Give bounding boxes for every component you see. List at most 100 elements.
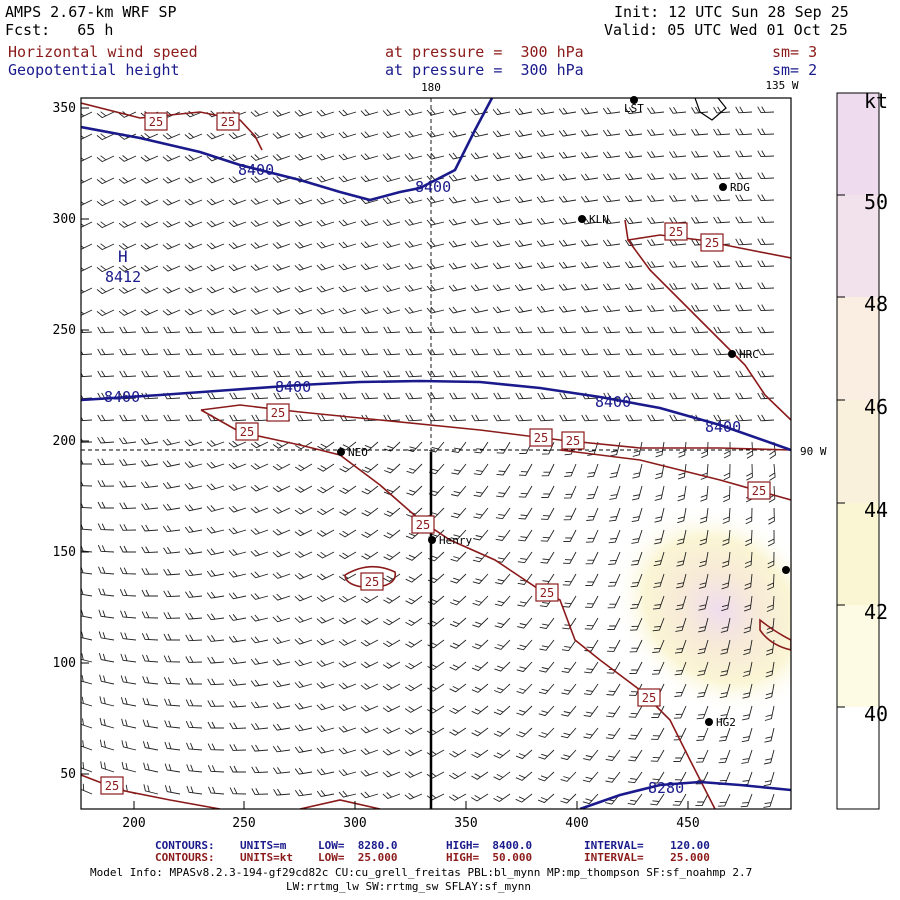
wind-barb <box>228 657 247 665</box>
wind-barb <box>272 485 291 493</box>
wind-barb <box>405 639 423 648</box>
wind-barb <box>162 176 181 184</box>
wind-barb <box>229 392 247 400</box>
wind-barb <box>558 173 577 181</box>
wind-contour-label: 25 <box>149 115 163 129</box>
wind-barb <box>757 282 775 290</box>
wind-barb <box>294 572 313 580</box>
wind-barb <box>118 243 137 250</box>
wind-barb <box>427 414 445 422</box>
wind-barb <box>493 749 511 759</box>
wind-barb <box>250 242 269 249</box>
wind-barb <box>338 285 357 293</box>
wind-barb <box>81 740 93 751</box>
colorbar-swatch <box>837 400 879 503</box>
contours-2-low: LOW= 25.000 <box>318 851 398 864</box>
wind-barb <box>740 793 753 808</box>
wind-barb <box>272 507 291 514</box>
wind-barb <box>98 609 115 619</box>
wind-barb <box>602 283 621 291</box>
wind-barb <box>81 718 93 729</box>
x-tick-label: 250 <box>232 816 255 831</box>
wind-barb <box>206 526 225 534</box>
wind-barb <box>515 326 533 334</box>
x-tick-label: 350 <box>454 816 477 831</box>
wind-barb <box>586 507 599 521</box>
wind-barb <box>120 632 137 641</box>
wind-barb <box>583 683 599 696</box>
wind-barb <box>517 617 533 629</box>
wind-barb <box>448 262 467 270</box>
wind-barb <box>765 639 775 656</box>
wind-barb <box>164 763 181 773</box>
contours-1-label: CONTOURS: <box>155 839 215 852</box>
wind-barb <box>229 414 247 422</box>
x-tick-label: 200 <box>122 816 145 831</box>
wind-barb <box>272 175 291 183</box>
wind-barb <box>769 441 776 459</box>
wind-barb <box>316 507 335 516</box>
wind-barb <box>514 130 533 137</box>
wind-barb <box>251 326 269 334</box>
wind-barb <box>538 683 555 695</box>
wind-barb <box>316 616 335 624</box>
wind-barb <box>735 348 753 356</box>
wind-barb <box>383 370 401 378</box>
wind-barb <box>654 529 665 545</box>
wind-barb <box>360 769 379 777</box>
wind-barb <box>625 173 643 181</box>
wind-barb <box>426 130 445 138</box>
wind-barb <box>316 595 335 602</box>
wind-barb <box>81 287 93 294</box>
wind-barb <box>143 762 159 773</box>
wind-barb <box>757 216 775 224</box>
wind-barb <box>229 744 247 751</box>
wind-barb <box>206 286 225 294</box>
wind-barb <box>228 635 247 643</box>
wind-barb <box>121 718 137 729</box>
wind-barb <box>675 617 687 632</box>
wind-barb <box>361 507 379 517</box>
wind-barb <box>427 326 445 334</box>
wind-barb <box>426 262 445 270</box>
wind-barb <box>713 216 731 224</box>
wind-barb <box>207 678 225 686</box>
wind-barb <box>338 639 357 646</box>
wind-barb <box>536 173 555 181</box>
coastline <box>694 98 727 121</box>
station-dot <box>428 536 436 544</box>
wind-barb <box>229 722 247 730</box>
wind-barb <box>625 348 643 356</box>
wind-barb <box>538 727 555 738</box>
wind-barb <box>586 485 599 500</box>
wind-barb <box>228 198 247 206</box>
wind-barb <box>140 154 159 162</box>
wind-barb <box>405 551 423 561</box>
wind-barb <box>164 785 181 795</box>
wind-barb <box>698 617 709 633</box>
wind-barb <box>141 326 159 334</box>
wind-barb <box>98 631 115 641</box>
wind-barb <box>339 392 357 400</box>
wind-barb <box>119 370 137 378</box>
wind-barb <box>561 683 577 695</box>
wind-barb <box>316 241 335 249</box>
wind-barb <box>272 307 291 315</box>
wind-barb <box>602 151 621 159</box>
wind-barb <box>96 243 115 251</box>
wind-barb <box>251 370 269 378</box>
wind-barb <box>405 573 423 583</box>
colorbar-swatch <box>837 93 879 195</box>
wind-barb <box>560 771 577 782</box>
wind-barb <box>757 150 775 158</box>
wind-barb <box>426 108 445 116</box>
wind-barb <box>691 172 709 180</box>
height-label: 8400 <box>275 378 311 396</box>
wind-barb <box>426 727 445 736</box>
wind-barb <box>272 593 291 601</box>
wind-barb <box>735 238 753 246</box>
wind-barb <box>382 263 401 271</box>
wind-barb <box>558 283 577 291</box>
wind-barb <box>536 107 555 115</box>
wind-barb <box>655 463 665 480</box>
